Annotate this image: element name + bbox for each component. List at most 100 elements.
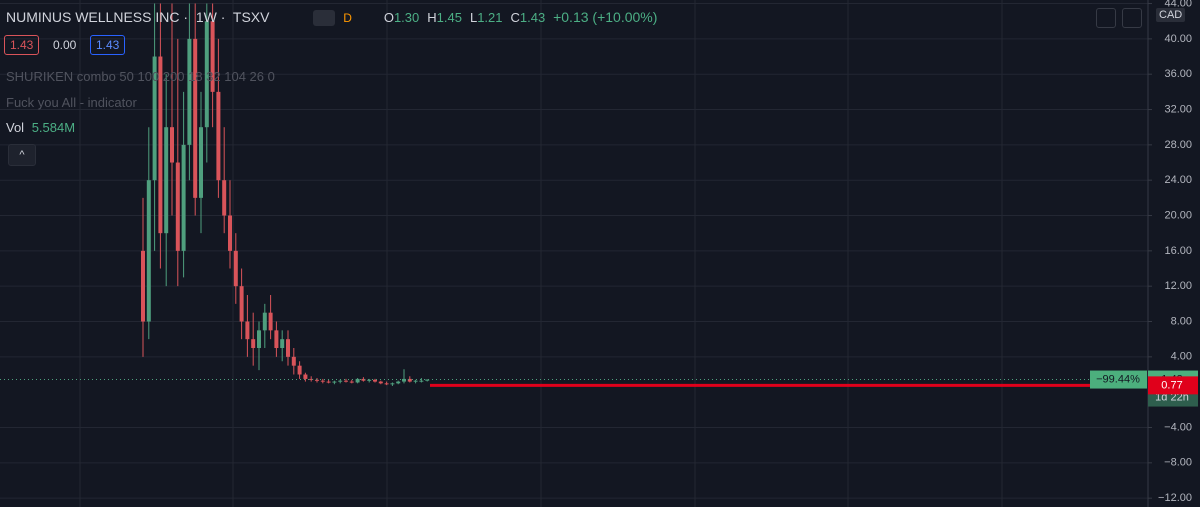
candle-body [280, 339, 285, 349]
input-box[interactable]: 0.00 [52, 38, 77, 52]
candle-body [373, 379, 377, 382]
y-tick-label: 28.00 [1164, 139, 1192, 151]
eye-toggle[interactable] [313, 10, 336, 27]
candle-body [181, 144, 186, 251]
y-tick-label: 40.00 [1164, 33, 1192, 45]
candle-body [233, 250, 238, 287]
level-box [1148, 376, 1198, 395]
candle-body [146, 180, 151, 322]
candle-body [175, 162, 180, 251]
y-tick-label: 36.00 [1164, 68, 1192, 80]
candle-body [291, 356, 296, 366]
y-tick-label: 20.00 [1164, 209, 1192, 221]
y-tick-label: 12.00 [1164, 280, 1192, 292]
indicator[interactable]: Fuck you All - indicator [6, 95, 137, 110]
level-label: 0.77 [1161, 379, 1182, 391]
candle-body [204, 21, 209, 128]
candle-body [164, 127, 169, 234]
y-tick-label: 4.00 [1171, 351, 1192, 363]
y-tick-label: −12.00 [1158, 492, 1192, 504]
candle-body [158, 56, 163, 234]
header: NUMINUS WELLNESS INC · 1W · TSXV D O1.30… [6, 9, 658, 27]
candle-body [367, 379, 372, 381]
candle-body [326, 381, 331, 383]
candle-body [402, 378, 406, 382]
ohlc-label: L [469, 10, 478, 25]
y-tick-label: −8.00 [1164, 457, 1192, 469]
candle-body [152, 56, 157, 181]
candle-body [274, 330, 279, 349]
candle-body [222, 180, 227, 216]
download-button[interactable] [1096, 8, 1116, 28]
candle-body [239, 286, 244, 322]
change-pct-box [1090, 370, 1147, 389]
countdown: 1d 22h [1155, 391, 1189, 403]
candle-body [315, 379, 319, 381]
interval[interactable]: 1W [195, 9, 217, 25]
candle-body [245, 321, 250, 340]
candle-body [338, 380, 343, 382]
candle-body [355, 378, 360, 383]
candle-body [228, 215, 232, 251]
ohlc-value: 1.45 [436, 10, 462, 25]
candle-body [193, 38, 198, 198]
volume-legend: Vol 5.584M [6, 120, 75, 135]
candle-body [199, 127, 203, 198]
symbol: NUMINUS WELLNESS INC [6, 9, 180, 25]
y-tick-label: 8.00 [1171, 315, 1192, 327]
inputs-row: 1.43 0.00 1.43 [4, 35, 129, 55]
candle-body [303, 374, 308, 379]
badge: D [343, 11, 352, 25]
exchange: TSXV [232, 9, 270, 25]
candle-body [390, 383, 395, 385]
currency[interactable]: CAD [1156, 8, 1186, 22]
y-tick-label: 32.00 [1164, 103, 1192, 115]
collapse-button[interactable]: ^ [8, 144, 36, 166]
volume-value: 5.584M [31, 120, 76, 135]
ohlc-label: C [510, 10, 520, 25]
candle-body [425, 379, 430, 381]
candle-body [257, 330, 261, 349]
candle-body [407, 378, 412, 382]
candle-body [320, 380, 325, 382]
candle-body [349, 381, 354, 383]
input-box[interactable]: 1.43 [89, 35, 126, 55]
candle-body [396, 381, 401, 384]
y-tick-label: −4.00 [1164, 421, 1192, 433]
candle-body [268, 312, 273, 331]
y-tick-label: 44.00 [1164, 0, 1192, 9]
y-tick-label: 16.00 [1164, 245, 1192, 257]
input-box[interactable]: 1.43 [4, 35, 40, 55]
candle-body [344, 380, 348, 382]
candle-body [378, 381, 383, 384]
candle-body [286, 339, 290, 357]
candle-body [216, 91, 221, 181]
ohlc-label: O [383, 10, 394, 25]
indicator[interactable]: SHURIKEN combo 50 100 200 18 32 104 26 0 [6, 69, 275, 84]
change: +0.13 (+10.00%) [553, 9, 658, 25]
volume-label: Vol [6, 120, 25, 135]
ohlc-value: 1.43 [519, 10, 546, 25]
candle-body [251, 339, 256, 349]
price-axis-bg [1148, 0, 1200, 507]
candle-body [170, 127, 174, 163]
candle-body [332, 381, 337, 383]
candle-body [413, 380, 418, 382]
change-pct: −99.44% [1096, 373, 1140, 385]
ohlc-label: H [427, 10, 437, 25]
candle-body [187, 38, 192, 145]
candle-body [262, 312, 267, 331]
fullscreen-button[interactable] [1122, 8, 1142, 28]
ohlc-value: 1.30 [393, 10, 420, 25]
candle-body [419, 380, 424, 382]
candle-body [141, 250, 145, 322]
candle-body [384, 383, 389, 385]
candle-body [297, 365, 302, 375]
ohlc-value: 1.21 [477, 10, 503, 25]
candle-body [309, 378, 314, 380]
ohlc: O1.30 H1.45 L1.21 C1.43 [384, 10, 545, 25]
candle-body [361, 378, 366, 381]
candle-body [210, 21, 215, 92]
